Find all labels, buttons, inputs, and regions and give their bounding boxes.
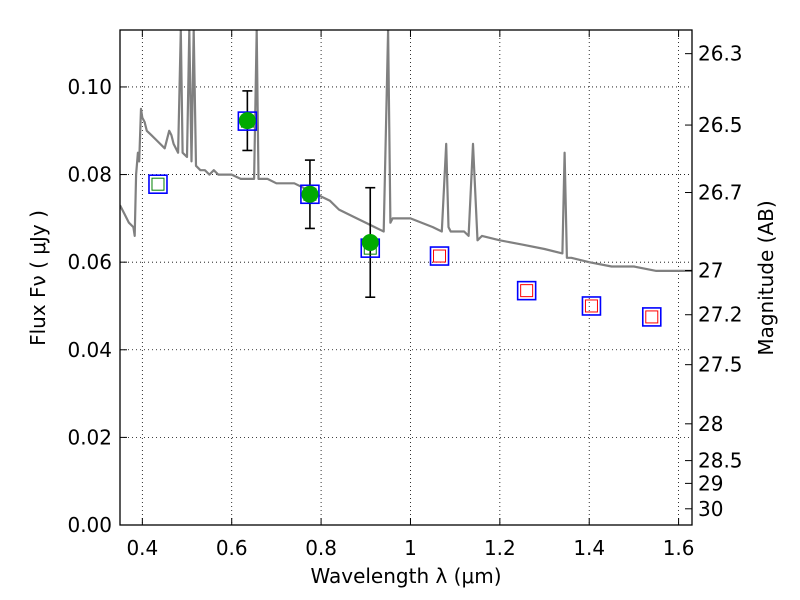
y-tick-label: 0.10 <box>67 75 112 99</box>
x-tick-label: 0.6 <box>216 536 248 560</box>
y-tick-label: 0.06 <box>67 250 112 274</box>
x-tick-label: 1.4 <box>573 536 605 560</box>
x-tick-label: 0.4 <box>126 536 158 560</box>
axis-ticks: 0.4 0.6 0.8 1 1.2 1.4 1.6 0.00 0.02 0.04 0.06 0.08 0… <box>67 30 743 560</box>
model-photometry-marker <box>148 174 168 194</box>
y-tick-label: 0.02 <box>67 425 112 449</box>
right-tick-label: 28 <box>698 412 723 436</box>
x-tick-label: 1.2 <box>484 536 516 560</box>
right-tick-label: 26.7 <box>698 181 743 205</box>
grid-lines <box>120 30 692 526</box>
model-photometry-marker <box>300 184 320 205</box>
x-tick-label: 1 <box>404 536 417 560</box>
y-tick-label: 0.04 <box>67 338 112 362</box>
observed-flux-point <box>238 112 256 130</box>
observed-flux-point <box>361 233 379 251</box>
right-tick-label: 29 <box>698 471 723 495</box>
right-tick-label: 27.5 <box>698 353 743 377</box>
y-tick-label: 0.08 <box>67 163 112 187</box>
model-photometry-marker <box>581 296 602 316</box>
model-photometry-marker <box>237 111 258 131</box>
model-photometry-inner-marker <box>645 310 659 324</box>
y-tick-label: 0.00 <box>67 513 112 537</box>
model-photometry-inner-marker <box>584 299 598 313</box>
right-tick-label: 27.2 <box>698 303 743 327</box>
right-tick-label: 26.5 <box>698 113 743 137</box>
model-photometry-marker <box>641 307 662 327</box>
plot-frame <box>119 29 693 526</box>
model-photometry-inner-marker <box>520 284 534 298</box>
y-axis-title: Flux Fν ( μJy ) <box>26 210 50 346</box>
model-photometry-inner-marker <box>433 249 447 263</box>
x-axis-title: Wavelength λ (μm) <box>310 564 501 588</box>
model-sed-line <box>120 30 692 272</box>
model-photometry-marker <box>429 246 450 266</box>
right-tick-label: 26.3 <box>698 42 743 66</box>
plot-series <box>120 30 692 327</box>
model-photometry-marker <box>516 280 537 301</box>
x-tick-label: 1.6 <box>663 536 695 560</box>
x-tick-label: 0.8 <box>305 536 337 560</box>
observed-flux-point <box>301 185 319 203</box>
right-tick-label: 28.5 <box>698 449 743 473</box>
right-axis-title: Magnitude (AB) <box>754 200 778 355</box>
right-tick-label: 27 <box>698 258 723 282</box>
right-tick-label: 30 <box>698 497 723 521</box>
model-photometry-inner-marker <box>151 177 165 191</box>
